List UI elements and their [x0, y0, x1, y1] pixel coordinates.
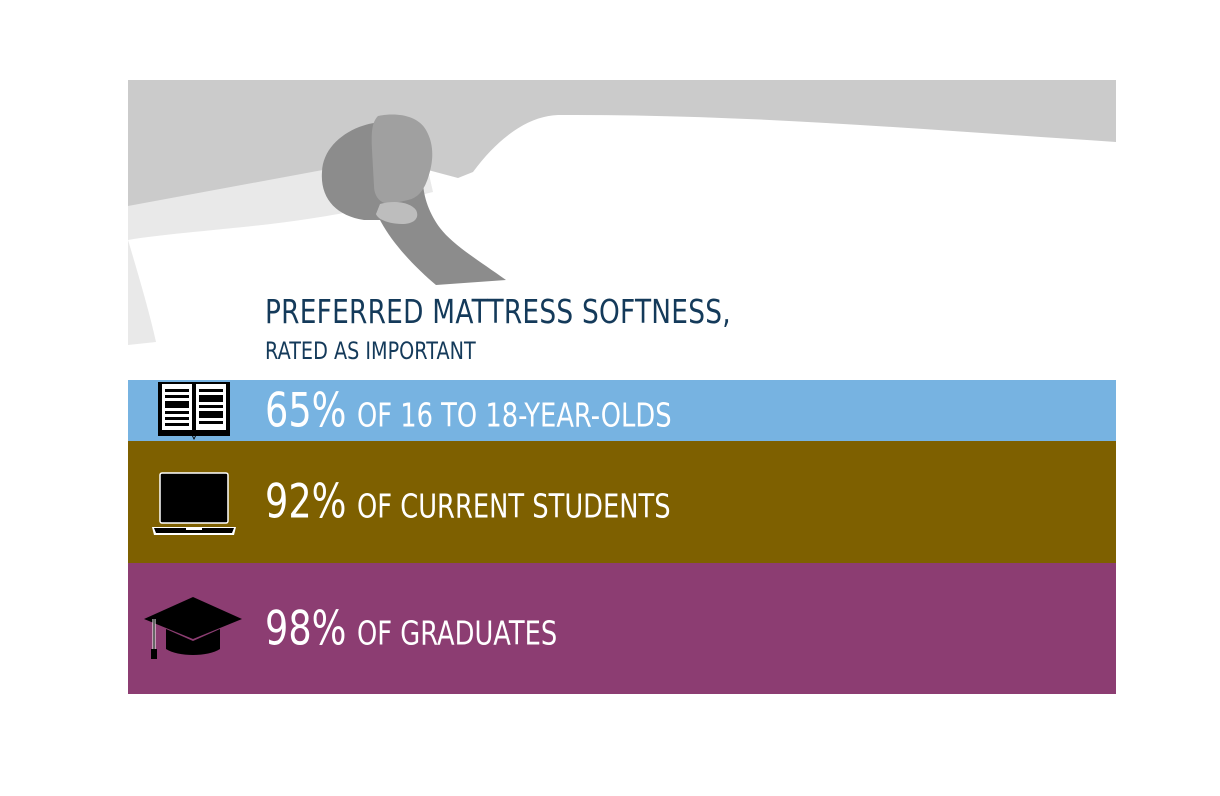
stat-percent: 92%: [265, 474, 347, 530]
book-icon: [158, 382, 230, 440]
graduation-cap-icon: [144, 597, 242, 659]
cheek-shape: [376, 202, 418, 224]
head-shape: [321, 121, 506, 285]
page-subtitle: RATED AS IMPORTANT: [265, 337, 476, 365]
blanket-shape: [128, 80, 1116, 208]
stat-text: 98% OF GRADUATES: [265, 601, 614, 656]
hand-shape: [371, 114, 433, 204]
stat-label: OF GRADUATES: [357, 613, 558, 652]
stat-percent: 65%: [265, 383, 347, 438]
stat-label: OF CURRENT STUDENTS: [357, 486, 672, 526]
stat-row-graduates: 98% OF GRADUATES: [128, 563, 1116, 694]
stat-text: 65% OF 16 TO 18-YEAR-OLDS: [265, 383, 761, 438]
stat-row-16-18: 65% OF 16 TO 18-YEAR-OLDS: [128, 380, 1116, 441]
laptop-icon: [152, 472, 236, 535]
pillow-left-edge: [128, 240, 156, 345]
stat-label: OF 16 TO 18-YEAR-OLDS: [357, 395, 673, 434]
sleeping-person-illustration: [128, 80, 1116, 345]
stat-text: 92% OF CURRENT STUDENTS: [265, 475, 759, 530]
infographic-card: PREFERRED MATTRESS SOFTNESS, RATED AS IM…: [128, 80, 1116, 694]
stat-row-current-students: 92% OF CURRENT STUDENTS: [128, 441, 1116, 563]
title-block: PREFERRED MATTRESS SOFTNESS, RATED AS IM…: [265, 292, 847, 366]
stat-percent: 98%: [265, 601, 347, 656]
page-title: PREFERRED MATTRESS SOFTNESS,: [265, 292, 731, 331]
